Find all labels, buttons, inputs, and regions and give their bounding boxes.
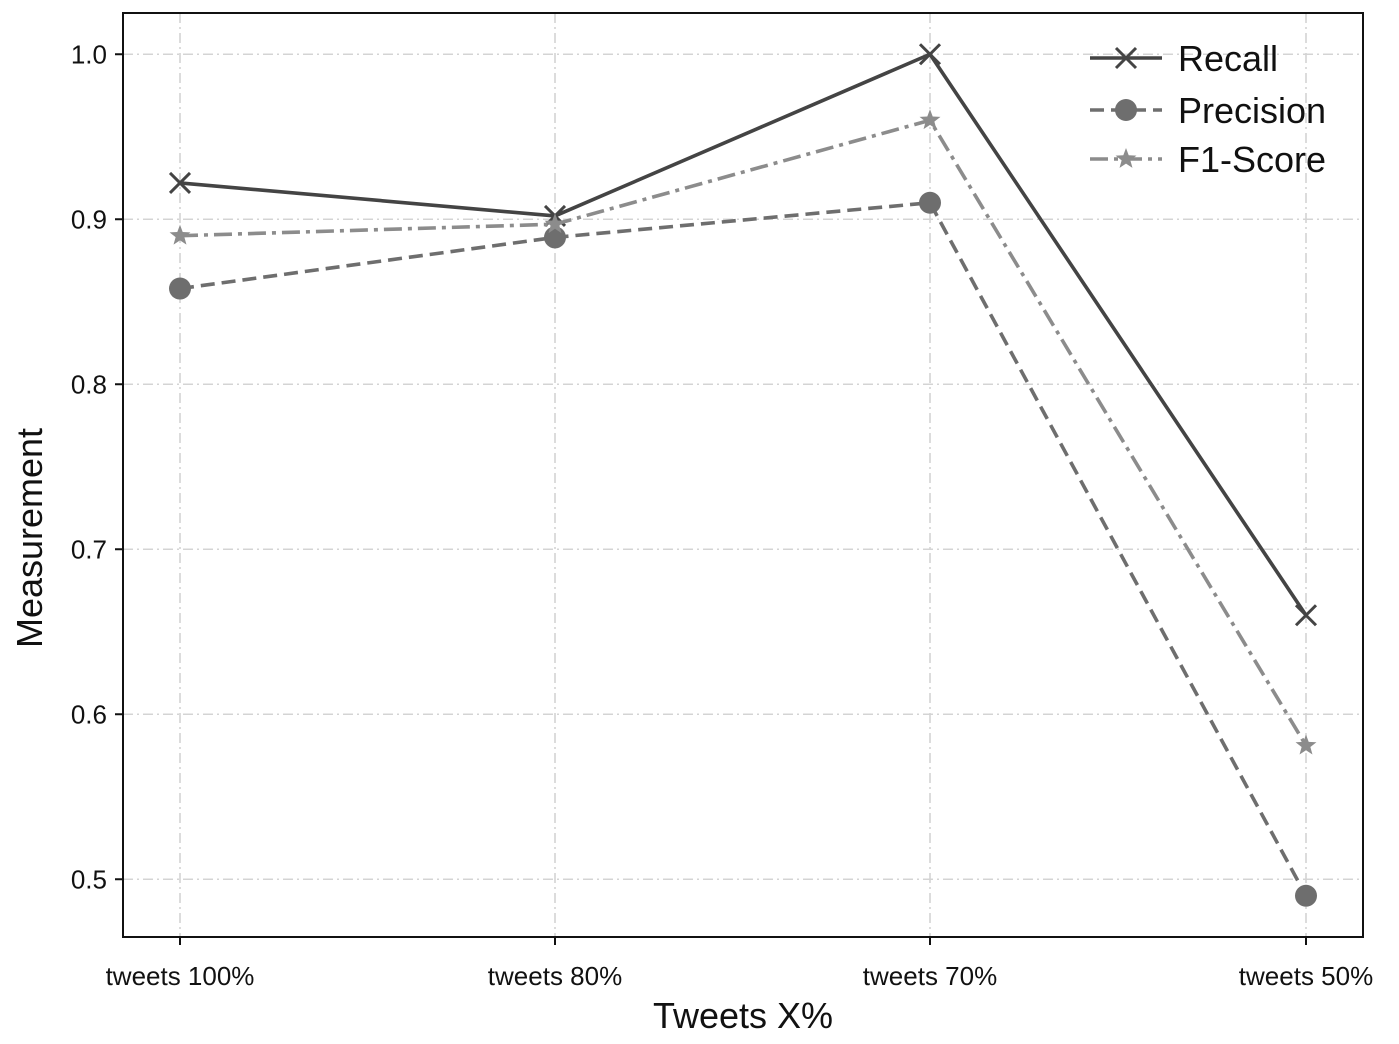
y-tick-label: 0.6 bbox=[71, 699, 107, 729]
recall-point bbox=[168, 171, 192, 195]
legend-label: F1-Score bbox=[1178, 139, 1326, 180]
legend-marker bbox=[1114, 46, 1138, 70]
legend-marker bbox=[1115, 148, 1137, 168]
recall-point bbox=[1294, 604, 1318, 627]
precision-point bbox=[1295, 884, 1317, 907]
legend-label: Precision bbox=[1178, 90, 1326, 131]
f1-score-point bbox=[919, 109, 941, 130]
x-tick-label: tweets 50% bbox=[1239, 961, 1373, 991]
series-f1-score bbox=[169, 109, 1317, 755]
precision-point bbox=[169, 277, 191, 300]
series-recall bbox=[168, 43, 1318, 627]
f1-score-point bbox=[1295, 734, 1317, 755]
x-tick-label: tweets 100% bbox=[106, 961, 255, 991]
legend-item-recall: Recall bbox=[1090, 38, 1278, 79]
y-tick-label: 0.9 bbox=[71, 204, 107, 234]
y-tick-label: 0.5 bbox=[71, 864, 107, 894]
y-tick-label: 0.7 bbox=[71, 534, 107, 564]
legend-item-precision: Precision bbox=[1090, 90, 1326, 131]
x-tick-label: tweets 70% bbox=[863, 961, 997, 991]
f1-score-point bbox=[169, 224, 191, 245]
y-tick-label: 0.8 bbox=[71, 369, 107, 399]
x-tick-label: tweets 80% bbox=[488, 961, 622, 991]
grid bbox=[123, 13, 1363, 937]
legend: Recall Precision F1-Score bbox=[1090, 38, 1326, 180]
precision-point bbox=[544, 226, 566, 249]
series-precision bbox=[169, 191, 1317, 907]
recall-point bbox=[918, 43, 942, 66]
axis-ticks: 0.5 0.6 0.7 0.8 0.9 1.0 tweets 100% tweets 80% t… bbox=[71, 39, 1373, 991]
series-layer bbox=[168, 43, 1318, 907]
f1-score-line bbox=[179, 118, 1308, 747]
x-axis-title: Tweets X% bbox=[653, 995, 833, 1036]
y-axis-title: Measurement bbox=[9, 428, 50, 648]
precision-line bbox=[179, 200, 1308, 897]
plot-frame bbox=[122, 12, 1364, 938]
precision-point bbox=[919, 191, 941, 214]
y-tick-label: 1.0 bbox=[71, 39, 107, 69]
recall-line bbox=[179, 52, 1308, 617]
f1-score-point bbox=[544, 213, 566, 234]
legend-marker bbox=[1115, 99, 1137, 121]
legend-item-f1-score: F1-Score bbox=[1090, 139, 1326, 180]
legend-label: Recall bbox=[1178, 38, 1278, 79]
